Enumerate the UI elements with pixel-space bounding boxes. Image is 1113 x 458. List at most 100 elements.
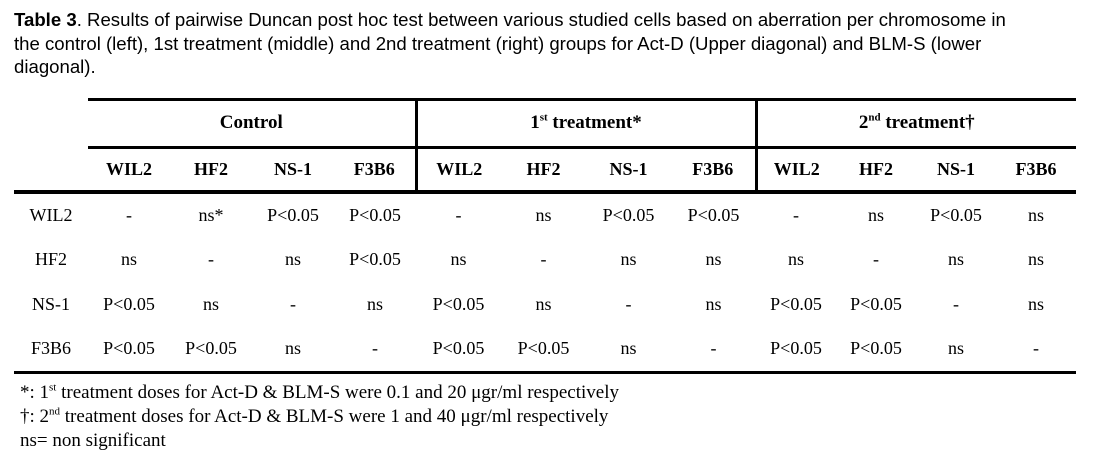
col-header-control-ns1: NS-1 (252, 147, 334, 194)
table-cell: P<0.05 (501, 327, 586, 374)
table-cell: P<0.05 (349, 249, 401, 269)
row-header-f3b6: F3B6 (14, 327, 88, 374)
table-cell: ns (705, 294, 722, 314)
table-cell: ns (535, 294, 552, 314)
table-cell: - (873, 249, 879, 269)
col-header-2nd-wil2: WIL2 (754, 147, 836, 194)
col-header-1st-wil2: WIL2 (414, 147, 501, 194)
group-1st-sup: st (539, 111, 548, 124)
table-cell: P<0.05 (602, 205, 655, 225)
group-header-row: Control 1st treatment* 2nd treatment† (14, 97, 1076, 149)
caption-line-1: Table 3. Results of pairwise Duncan post… (14, 8, 1113, 32)
table-cell: ns (916, 327, 996, 374)
footnotes: *: 1st treatment doses for Act-D & BLM-S… (20, 381, 1113, 453)
footnote-2-post: treatment doses for Act-D & BLM-S were 1… (60, 405, 609, 427)
table-caption: Table 3. Results of pairwise Duncan post… (14, 8, 1113, 79)
table-cell: ns (252, 327, 334, 374)
group-2nd-text: 2 (858, 112, 869, 133)
table-cell: ns (705, 249, 722, 269)
footnote-1-pre: *: 1 (20, 381, 50, 403)
table-cell: P<0.05 (770, 294, 822, 314)
footnote-1-sup: st (49, 381, 57, 394)
caption-line-2: the control (left), 1st treatment (middl… (14, 32, 982, 54)
col-header-1st-f3b6: F3B6 (671, 147, 756, 194)
table-cell: - (208, 249, 214, 269)
table-cell: ns (535, 205, 552, 225)
caption-table-label: Table 3 (14, 9, 77, 30)
group-1st-post: treatment* (547, 112, 642, 133)
table-cell: ns (284, 249, 301, 269)
table-cell: P<0.05 (756, 327, 836, 374)
table-cell: - (334, 327, 416, 374)
group-control-text: Control (219, 112, 283, 133)
caption-line-3: diagonal). (14, 56, 96, 77)
table-cell: - (953, 294, 959, 314)
table-cell: - (996, 327, 1076, 374)
table-cell: P<0.05 (349, 205, 401, 225)
col-header-control-wil2: WIL2 (88, 147, 170, 194)
row-header-wil2: WIL2 (29, 205, 73, 225)
table-cell: P<0.05 (850, 294, 902, 314)
table-row-ns1: NS-1 P<0.05 ns - ns P<0.05 ns - ns P<0.0… (14, 282, 1076, 327)
table-cell: ns (1027, 205, 1044, 225)
footnote-2-sup: nd (49, 405, 61, 418)
table-cell: ns (867, 205, 884, 225)
table-cell: ns (787, 249, 804, 269)
row-header-ns1: NS-1 (31, 294, 70, 314)
table-cell: ns (620, 249, 637, 269)
table-cell: P<0.05 (930, 205, 982, 225)
group-header-1st-treatment: 1st treatment* (414, 97, 756, 149)
col-header-1st-ns1: NS-1 (586, 147, 671, 194)
table-cell: ns* (198, 205, 224, 225)
row-header-hf2: HF2 (34, 249, 67, 269)
table-row-wil2: WIL2 - ns* P<0.05 P<0.05 - ns P<0.05 P<0… (14, 192, 1076, 237)
table-cell: - (793, 205, 799, 225)
group-2nd-sup: nd (868, 111, 881, 124)
caption-line-1-text: . Results of pairwise Duncan post hoc te… (76, 9, 1006, 30)
table-cell: - (671, 327, 756, 374)
corner-cell-top (14, 99, 88, 147)
duncan-posthoc-table: Control 1st treatment* 2nd treatment† WI… (14, 97, 1076, 374)
table-cell: P<0.05 (88, 327, 170, 374)
group-1st-text: 1 (530, 112, 540, 133)
col-header-control-f3b6: F3B6 (334, 147, 416, 194)
col-header-2nd-f3b6: F3B6 (996, 147, 1076, 194)
table-cell: - (625, 294, 632, 314)
corner-cell-bottom (14, 147, 88, 194)
column-header-row: WIL2 HF2 NS-1 F3B6 WIL2 HF2 NS-1 F3B6 WI… (14, 147, 1076, 194)
table-cell: ns (1027, 249, 1044, 269)
footnote-2-pre: †: 2 (20, 405, 50, 427)
table-cell: - (540, 249, 547, 269)
table-cell: - (455, 205, 462, 225)
table-cell: ns (120, 249, 137, 269)
table-row-hf2: HF2 ns - ns P<0.05 ns - ns ns ns - ns ns (14, 237, 1076, 282)
table-cell: P<0.05 (432, 294, 485, 314)
table-cell: ns (366, 294, 383, 314)
table-cell: - (126, 205, 132, 225)
col-header-1st-hf2: HF2 (501, 147, 586, 194)
footnote-1st-treatment-doses: *: 1st treatment doses for Act-D & BLM-S… (20, 381, 1113, 405)
table-cell: ns (586, 327, 671, 374)
footnote-2nd-treatment-doses: †: 2nd treatment doses for Act-D & BLM-S… (20, 405, 1113, 429)
table-row-f3b6: F3B6 P<0.05 P<0.05 ns - P<0.05 P<0.05 ns… (14, 327, 1076, 374)
table-cell: P<0.05 (416, 327, 501, 374)
group-2nd-post: treatment† (880, 112, 975, 133)
footnote-3-pre: ns= non significant (20, 429, 166, 451)
group-header-control: Control (88, 97, 416, 149)
table-cell: P<0.05 (687, 205, 740, 225)
table-cell: - (290, 294, 296, 314)
table-cell: ns (450, 249, 467, 269)
table-cell: ns (1027, 294, 1044, 314)
group-header-2nd-treatment: 2nd treatment† (754, 97, 1076, 149)
table-cell: P<0.05 (103, 294, 155, 314)
table-cell: ns (202, 294, 219, 314)
table-cell: P<0.05 (170, 327, 252, 374)
col-header-2nd-hf2: HF2 (836, 147, 916, 194)
col-header-2nd-ns1: NS-1 (916, 147, 996, 194)
footnote-ns-definition: ns= non significant (20, 429, 1113, 453)
col-header-control-hf2: HF2 (170, 147, 252, 194)
table-cell: ns (947, 249, 964, 269)
footnote-1-post: treatment doses for Act-D & BLM-S were 0… (56, 381, 620, 403)
table-cell: P<0.05 (836, 327, 916, 374)
table-cell: P<0.05 (267, 205, 319, 225)
